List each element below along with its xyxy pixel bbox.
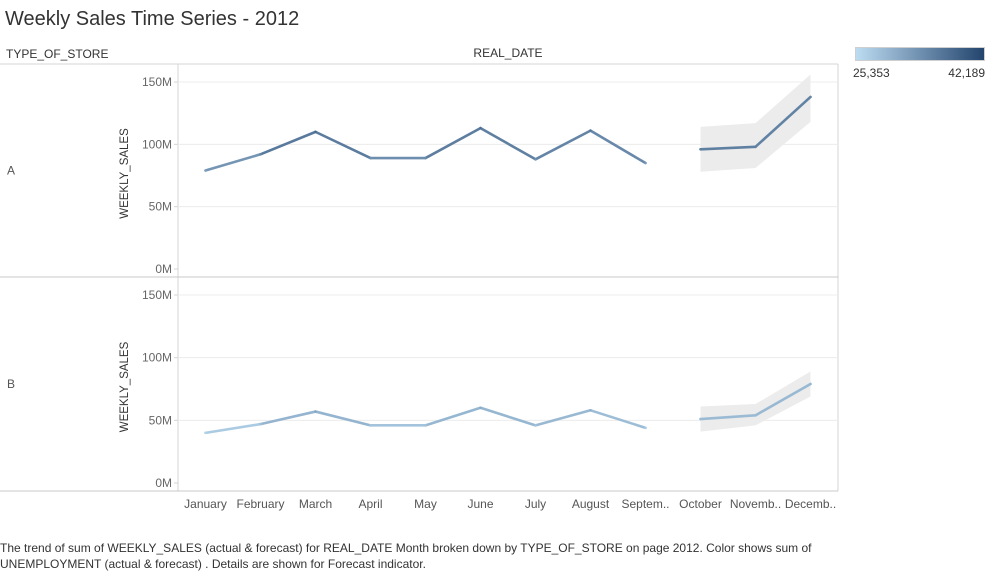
y-tick-label: 50M — [149, 200, 172, 214]
col-field-header: REAL_DATE — [473, 46, 542, 60]
actual-line-segment — [314, 130, 372, 160]
actual-line-segment — [589, 129, 647, 165]
forecast-point — [699, 148, 702, 151]
data-point — [369, 156, 372, 160]
forecast-point — [754, 145, 757, 149]
data-point — [534, 424, 537, 427]
y-axis-title: WEEKLY_SALES — [119, 341, 131, 432]
forecast-line-segment — [754, 382, 812, 417]
actual-line-segment — [534, 129, 592, 161]
forecast-point — [699, 417, 702, 421]
x-tick-label: February — [236, 497, 284, 511]
data-point — [314, 130, 317, 134]
data-point — [369, 424, 372, 427]
data-point — [424, 424, 427, 427]
row-header-b: B — [7, 377, 15, 391]
actual-line-segment — [534, 409, 592, 427]
data-point — [644, 426, 647, 430]
data-point — [424, 156, 427, 160]
color-legend-min-label: 25,353 — [853, 66, 890, 80]
x-tick-label: July — [525, 497, 546, 511]
x-tick-label: October — [679, 497, 722, 511]
color-legend-max-label: 42,189 — [948, 66, 985, 80]
x-tick-label: January — [184, 497, 227, 511]
forecast-line-segment — [699, 145, 757, 151]
forecast-band — [700, 371, 811, 432]
data-point — [204, 169, 207, 172]
data-point — [534, 158, 537, 161]
data-point — [259, 153, 262, 156]
data-point — [644, 161, 647, 165]
y-tick-label: 150M — [142, 288, 172, 302]
y-tick-label: 50M — [149, 413, 172, 427]
chart-title: Weekly Sales Time Series - 2012 — [5, 8, 300, 30]
actual-line-segment — [204, 422, 262, 435]
data-point — [259, 422, 262, 426]
y-tick-label: 100M — [142, 137, 172, 151]
forecast-point — [809, 95, 812, 99]
actual-line-segment — [424, 126, 482, 160]
actual-line-segment — [314, 410, 372, 427]
y-tick-label: 0M — [155, 476, 172, 490]
y-axis-title: WEEKLY_SALES — [119, 128, 131, 219]
chart-panels: 0M 50M 100M 150M A WEEKLY_SALES 0M 50M 100M 150M B… — [0, 63, 839, 492]
actual-line-segment — [259, 130, 317, 156]
forecast-point — [754, 414, 757, 417]
forecast-band — [700, 74, 811, 172]
data-point — [204, 431, 207, 435]
y-tick-label: 150M — [142, 75, 172, 89]
y-tick-label: 0M — [155, 262, 172, 276]
actual-line-segment — [259, 410, 317, 426]
forecast-line-segment — [754, 95, 812, 149]
panel-a: 0M 50M 100M 150M A WEEKLY_SALES — [0, 74, 838, 278]
x-tick-label: Septem.. — [621, 497, 669, 511]
actual-line-segment — [204, 153, 262, 172]
actual-line-segment — [589, 409, 647, 430]
data-point — [589, 409, 592, 412]
panel-b: 0M 50M 100M 150M B WEEKLY_SALES — [0, 288, 838, 492]
data-point — [314, 410, 317, 413]
data-point — [589, 129, 592, 132]
x-tick-label: June — [467, 497, 493, 511]
x-tick-label: Novemb.. — [730, 497, 781, 511]
x-tick-label: August — [572, 497, 610, 511]
row-field-header: TYPE_OF_STORE — [6, 47, 108, 61]
actual-line-segment — [479, 126, 537, 161]
x-tick-label: March — [299, 497, 332, 511]
x-tick-label: Decemb.. — [785, 497, 836, 511]
x-tick-label: May — [414, 497, 437, 511]
data-point — [479, 126, 482, 130]
forecast-line-segment — [699, 414, 757, 421]
chart-caption: The trend of sum of WEEKLY_SALES (actual… — [0, 541, 812, 571]
forecast-point — [809, 382, 812, 386]
actual-line-segment — [424, 406, 482, 427]
data-point — [479, 406, 482, 409]
row-header-a: A — [7, 164, 15, 178]
x-tick-label: April — [358, 497, 382, 511]
x-axis: January February March April May June July Augu… — [184, 497, 836, 511]
y-tick-label: 100M — [142, 351, 172, 365]
actual-line-segment — [479, 406, 537, 427]
color-legend-bar[interactable] — [855, 47, 985, 61]
